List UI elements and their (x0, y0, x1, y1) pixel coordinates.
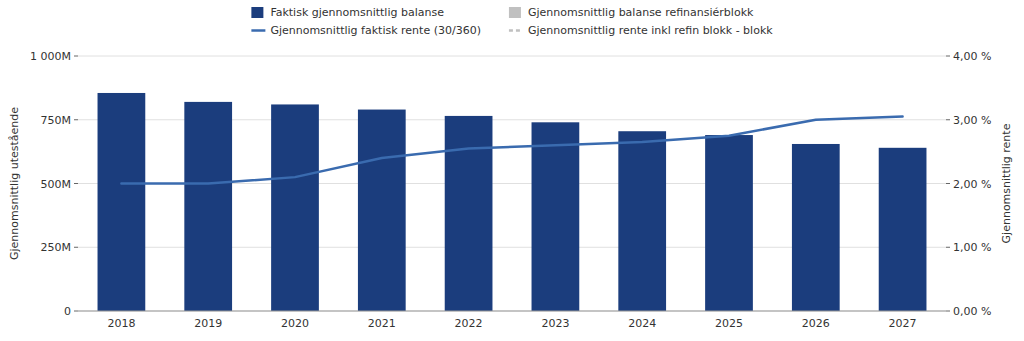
bar (618, 131, 666, 311)
bar (445, 116, 493, 311)
tick-label: 500M (41, 178, 72, 191)
tick-mark (74, 119, 78, 120)
legend-item: Faktisk gjennomsnittlig balanse (251, 6, 444, 19)
chart: 0 250M 500M 750M 1 000M 0,00 % 1,00 % 2,00 % 3,0… (0, 0, 1024, 341)
bar (271, 104, 319, 311)
y-axis: 0 250M 500M 750M 1 000M (30, 50, 78, 318)
y2-axis: 0,00 % 1,00 % 2,00 % 3,00 % 4,00 % (946, 50, 991, 318)
tick-label: 2020 (281, 317, 309, 330)
tick-mark (946, 119, 950, 120)
tick-label: 0,00 % (953, 305, 991, 318)
legend-item: Gjennomsnittlig rente inkl refin blokk -… (509, 24, 773, 37)
tick-label: 2018 (107, 317, 135, 330)
x-axis-line (78, 311, 946, 312)
tick-label: 2025 (715, 317, 743, 330)
legend-swatch (509, 29, 523, 32)
bar (532, 122, 580, 311)
tick-mark (74, 247, 78, 248)
legend-item: Gjennomsnittlig balanse refinansiérblokk (509, 6, 754, 19)
bar (184, 102, 232, 311)
bar (98, 93, 146, 311)
legend-item: Gjennomsnittlig faktisk rente (30/360) (251, 24, 481, 37)
grid (78, 56, 946, 311)
tick-label: 4,00 % (953, 50, 991, 63)
tick-mark (946, 56, 950, 57)
legend-label: Gjennomsnittlig faktisk rente (30/360) (270, 24, 481, 37)
legend-swatch (251, 29, 265, 32)
line (121, 117, 902, 184)
grid-line (78, 311, 946, 312)
legend-label: Faktisk gjennomsnittlig balanse (270, 6, 444, 19)
tick-mark (946, 311, 950, 312)
bar (879, 148, 927, 311)
legend-swatch (251, 7, 263, 18)
tick-label: 2027 (889, 317, 917, 330)
tick-label: 2019 (194, 317, 222, 330)
legend-label: Gjennomsnittlig balanse refinansiérblokk (528, 6, 754, 19)
legend-swatch (509, 7, 521, 18)
tick-label: 250M (41, 241, 72, 254)
tick-mark (74, 183, 78, 184)
x-axis: 2018 2019 2020 2021 2022 2023 2024 2025 2026 2027 (107, 317, 916, 330)
tick-label: 3,00 % (953, 114, 991, 127)
grid-line (78, 56, 946, 57)
tick-label: 750M (41, 114, 72, 127)
tick-label: 2023 (541, 317, 569, 330)
tick-label: 2022 (455, 317, 483, 330)
tick-label: 2021 (368, 317, 396, 330)
tick-mark (74, 56, 78, 57)
legend: Faktisk gjennomsnittlig balanse Gjennomsn… (251, 6, 773, 37)
tick-mark (946, 183, 950, 184)
bar (705, 135, 753, 311)
bar (792, 144, 840, 311)
tick-mark (946, 247, 950, 248)
legend-label: Gjennomsnittlig rente inkl refin blokk -… (528, 24, 773, 37)
marks (98, 93, 927, 311)
tick-label: 1 000M (30, 50, 71, 63)
y2-axis-label: Gjennomsnittlig rente (1000, 123, 1013, 243)
tick-label: 0 (64, 305, 71, 318)
tick-label: 2026 (802, 317, 830, 330)
y-axis-label: Gjennomsnittlig utestående (8, 107, 21, 260)
tick-label: 1,00 % (953, 241, 991, 254)
tick-label: 2024 (628, 317, 656, 330)
tick-label: 2,00 % (953, 178, 991, 191)
bar (358, 110, 406, 311)
tick-mark (74, 311, 78, 312)
